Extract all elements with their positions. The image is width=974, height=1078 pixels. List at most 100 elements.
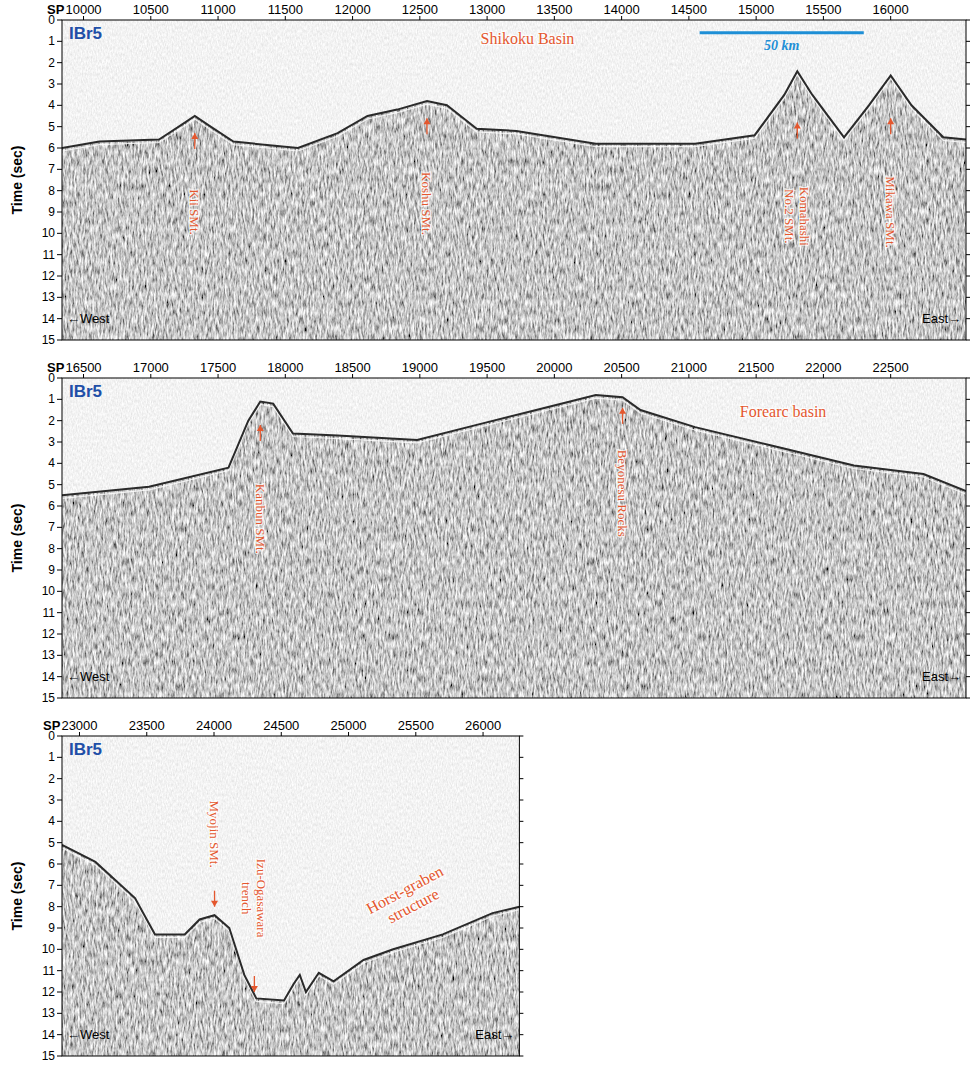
x-tick-label: 13000	[469, 2, 505, 17]
west-label: ←West	[67, 1027, 110, 1042]
y-tick-right	[966, 506, 970, 507]
x-tick-label: 12500	[402, 2, 438, 17]
label-line: No.2 SMt.	[782, 189, 797, 244]
y-tick-right	[519, 864, 523, 865]
east-label: East→	[922, 311, 961, 326]
y-tick-right	[519, 736, 523, 737]
y-tick	[57, 612, 62, 613]
y-tick	[57, 655, 62, 656]
subsurface	[62, 395, 966, 698]
annotation-label: Mikawa SMt.	[883, 176, 898, 248]
y-tick-right	[519, 842, 523, 843]
y-tick	[57, 420, 62, 421]
y-tick	[57, 41, 62, 42]
y-tick-label: 4	[48, 98, 55, 112]
y-tick-label: 1	[48, 392, 55, 406]
y-tick-label: 15	[42, 333, 56, 347]
y-tick-right	[519, 800, 523, 801]
y-tick-label: 2	[48, 772, 55, 786]
y-tick	[57, 233, 62, 234]
seafloor	[62, 395, 966, 495]
y-tick	[57, 1034, 62, 1035]
x-tick-label: 16000	[873, 2, 909, 17]
frame	[62, 378, 966, 698]
x-tick-label: 18500	[334, 360, 370, 375]
y-tick-right	[966, 378, 970, 379]
y-tick-label: 8	[48, 184, 55, 198]
y-tick-label: 0	[48, 371, 55, 385]
x-tick-label: 11000	[200, 2, 235, 17]
y-tick-label: 12	[42, 627, 56, 641]
y-tick-right	[966, 634, 970, 635]
x-tick-label: 25500	[398, 718, 434, 733]
label-line: Kii SMt.	[187, 189, 202, 235]
y-tick-right	[966, 297, 970, 298]
y-tick-label: 15	[42, 1049, 56, 1063]
x-tick-label: 26000	[465, 718, 501, 733]
y-tick	[57, 842, 62, 843]
x-tick-label: 18000	[267, 360, 303, 375]
label-line: Koshu SMt.	[419, 172, 434, 235]
y-tick-right	[966, 340, 970, 341]
panel: 23000235002400024500250002550026000SP012…	[9, 718, 523, 1063]
y-tick	[57, 885, 62, 886]
y-tick	[57, 906, 62, 907]
y-tick-right	[966, 84, 970, 85]
y-tick-label: 4	[48, 814, 55, 828]
y-tick	[57, 297, 62, 298]
y-tick-right	[966, 126, 970, 127]
y-tick	[57, 736, 62, 737]
y-tick	[57, 484, 62, 485]
x-tick-label: 22500	[873, 360, 909, 375]
y-tick-right	[966, 318, 970, 319]
x-tick-label: 19000	[402, 360, 438, 375]
y-tick	[57, 864, 62, 865]
y-tick-label: 10	[42, 584, 56, 598]
label-line: trench	[239, 882, 254, 915]
y-tick-right	[966, 527, 970, 528]
y-tick-right	[966, 41, 970, 42]
y-tick	[57, 548, 62, 549]
x-tick-label: 12000	[334, 2, 370, 17]
y-tick	[57, 634, 62, 635]
y-tick-right	[966, 591, 970, 592]
y-tick-label: 3	[48, 77, 55, 91]
region-label: Shikoku Basin	[481, 30, 575, 47]
x-tick-label: 21000	[671, 360, 707, 375]
x-tick-label: 20500	[604, 360, 640, 375]
label-line: Izu-Ogasawara	[254, 859, 269, 938]
y-tick-label: 7	[48, 878, 55, 892]
east-label: East→	[475, 1027, 514, 1042]
west-label: ←West	[67, 669, 110, 684]
x-tick-label: 14000	[604, 2, 640, 17]
y-tick-right	[519, 992, 523, 993]
region-label: Horst-grabenstructure	[363, 862, 454, 933]
x-tick-label: 15000	[738, 2, 774, 17]
y-tick-label: 3	[48, 793, 55, 807]
y-tick	[57, 506, 62, 507]
y-tick-label: 11	[43, 248, 56, 262]
y-tick-label: 4	[48, 456, 55, 470]
y-tick-right	[966, 190, 970, 191]
x-tick-label: 19500	[469, 360, 505, 375]
y-tick	[57, 992, 62, 993]
x-tick-label: 25000	[330, 718, 366, 733]
arrow-head	[887, 118, 894, 124]
subsurface	[62, 71, 966, 340]
y-tick	[57, 698, 62, 699]
x-tick-label: 17000	[133, 360, 169, 375]
arrow-head	[251, 986, 258, 992]
y-tick-label: 9	[48, 921, 55, 935]
arrow-head	[423, 118, 430, 124]
y-tick-label: 14	[42, 670, 56, 684]
panel-label: IBr5	[69, 740, 102, 759]
x-tick-label: 24000	[196, 718, 232, 733]
y-tick	[57, 949, 62, 950]
y-tick	[57, 190, 62, 191]
y-tick-right	[966, 276, 970, 277]
y-tick	[57, 800, 62, 801]
x-tick-label: 24500	[263, 718, 299, 733]
y-tick-right	[966, 105, 970, 106]
y-tick	[57, 105, 62, 106]
x-tick-label: 23500	[129, 718, 165, 733]
